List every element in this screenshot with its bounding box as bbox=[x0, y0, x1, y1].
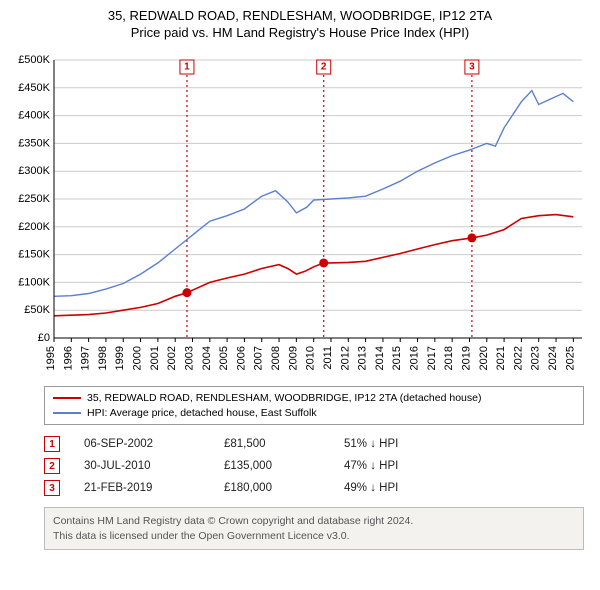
x-tick-2022: 2022 bbox=[512, 346, 524, 370]
sale-diff: 51% ↓ HPI bbox=[344, 438, 584, 450]
svg-text:£400K: £400K bbox=[18, 110, 50, 122]
sale-marker-2 bbox=[319, 258, 328, 267]
sale-price: £135,000 bbox=[224, 460, 344, 472]
x-tick-2000: 2000 bbox=[132, 346, 144, 370]
x-tick-2004: 2004 bbox=[201, 346, 213, 370]
page: 35, REDWALD ROAD, RENDLESHAM, WOODBRIDGE… bbox=[0, 0, 600, 550]
svg-text:£450K: £450K bbox=[18, 82, 50, 94]
sale-date: 21-FEB-2019 bbox=[84, 482, 224, 494]
footer: Contains HM Land Registry data © Crown c… bbox=[44, 507, 584, 549]
x-tick-2014: 2014 bbox=[374, 346, 386, 370]
marker-num-1: 1 bbox=[184, 62, 190, 73]
svg-text:£200K: £200K bbox=[18, 221, 50, 233]
x-tick-2011: 2011 bbox=[322, 346, 334, 370]
svg-text:£350K: £350K bbox=[18, 137, 50, 149]
svg-text:£50K: £50K bbox=[24, 304, 50, 316]
x-tick-2016: 2016 bbox=[409, 346, 421, 370]
chart: £0 £50K £100K £150K £200K £250K £300K £350K £400… bbox=[0, 46, 600, 380]
x-tick-2002: 2002 bbox=[166, 346, 178, 370]
title-main: 35, REDWALD ROAD, RENDLESHAM, WOODBRIDGE… bbox=[10, 8, 590, 23]
sale-row: 2 30-JUL-2010£135,00047% ↓ HPI bbox=[44, 455, 584, 477]
sale-diff: 47% ↓ HPI bbox=[344, 460, 584, 472]
x-tick-2019: 2019 bbox=[460, 346, 472, 370]
sales-table: 1 06-SEP-2002£81,50051% ↓ HPI 2 30-JUL-2010… bbox=[44, 433, 584, 499]
x-tick-2010: 2010 bbox=[305, 346, 317, 370]
footer-line1: Contains HM Land Registry data © Crown c… bbox=[53, 514, 575, 528]
sale-row: 3 21-FEB-2019£180,00049% ↓ HPI bbox=[44, 477, 584, 499]
legend-label: HPI: Average price, detached house, East… bbox=[87, 406, 317, 421]
svg-text:£500K: £500K bbox=[18, 54, 50, 66]
x-tick-1996: 1996 bbox=[62, 346, 74, 370]
x-tick-2020: 2020 bbox=[478, 346, 490, 370]
chart-svg: £0 £50K £100K £150K £200K £250K £300K £350K £400… bbox=[10, 50, 590, 380]
x-tick-1997: 1997 bbox=[80, 346, 92, 370]
legend-swatch bbox=[53, 412, 81, 414]
sale-num-box: 2 bbox=[44, 458, 60, 474]
x-tick-2001: 2001 bbox=[149, 346, 161, 370]
svg-text:£100K: £100K bbox=[18, 276, 50, 288]
titles: 35, REDWALD ROAD, RENDLESHAM, WOODBRIDGE… bbox=[0, 0, 600, 46]
x-tick-1995: 1995 bbox=[45, 346, 57, 370]
legend-row: 35, REDWALD ROAD, RENDLESHAM, WOODBRIDGE… bbox=[53, 391, 575, 406]
svg-text:£0: £0 bbox=[38, 332, 50, 344]
sale-marker-3 bbox=[467, 233, 476, 242]
footer-line2: This data is licensed under the Open Gov… bbox=[53, 529, 575, 543]
x-tick-2021: 2021 bbox=[495, 346, 507, 370]
sale-price: £81,500 bbox=[224, 438, 344, 450]
sale-price: £180,000 bbox=[224, 482, 344, 494]
svg-text:£150K: £150K bbox=[18, 249, 50, 261]
legend-swatch bbox=[53, 397, 81, 399]
legend-row: HPI: Average price, detached house, East… bbox=[53, 406, 575, 421]
title-sub: Price paid vs. HM Land Registry's House … bbox=[10, 25, 590, 40]
x-tick-1998: 1998 bbox=[97, 346, 109, 370]
x-tick-2025: 2025 bbox=[564, 346, 576, 370]
x-tick-2009: 2009 bbox=[287, 346, 299, 370]
sale-diff: 49% ↓ HPI bbox=[344, 482, 584, 494]
x-tick-2015: 2015 bbox=[391, 346, 403, 370]
x-tick-2007: 2007 bbox=[253, 346, 265, 370]
sale-marker-1 bbox=[182, 288, 191, 297]
x-tick-2013: 2013 bbox=[357, 346, 369, 370]
sale-date: 06-SEP-2002 bbox=[84, 438, 224, 450]
x-tick-2023: 2023 bbox=[530, 346, 542, 370]
x-tick-2017: 2017 bbox=[426, 346, 438, 370]
legend-label: 35, REDWALD ROAD, RENDLESHAM, WOODBRIDGE… bbox=[87, 391, 481, 406]
sale-num-box: 3 bbox=[44, 480, 60, 496]
x-tick-2008: 2008 bbox=[270, 346, 282, 370]
sale-date: 30-JUL-2010 bbox=[84, 460, 224, 472]
x-tick-2024: 2024 bbox=[547, 346, 559, 370]
x-tick-2003: 2003 bbox=[183, 346, 195, 370]
x-tick-2005: 2005 bbox=[218, 346, 230, 370]
legend: 35, REDWALD ROAD, RENDLESHAM, WOODBRIDGE… bbox=[44, 386, 584, 425]
marker-num-3: 3 bbox=[469, 62, 475, 73]
x-tick-2012: 2012 bbox=[339, 346, 351, 370]
x-tick-2006: 2006 bbox=[235, 346, 247, 370]
x-tick-2018: 2018 bbox=[443, 346, 455, 370]
sale-num-box: 1 bbox=[44, 436, 60, 452]
svg-text:£300K: £300K bbox=[18, 165, 50, 177]
x-tick-1999: 1999 bbox=[114, 346, 126, 370]
sale-row: 1 06-SEP-2002£81,50051% ↓ HPI bbox=[44, 433, 584, 455]
marker-num-2: 2 bbox=[321, 62, 327, 73]
svg-text:£250K: £250K bbox=[18, 193, 50, 205]
